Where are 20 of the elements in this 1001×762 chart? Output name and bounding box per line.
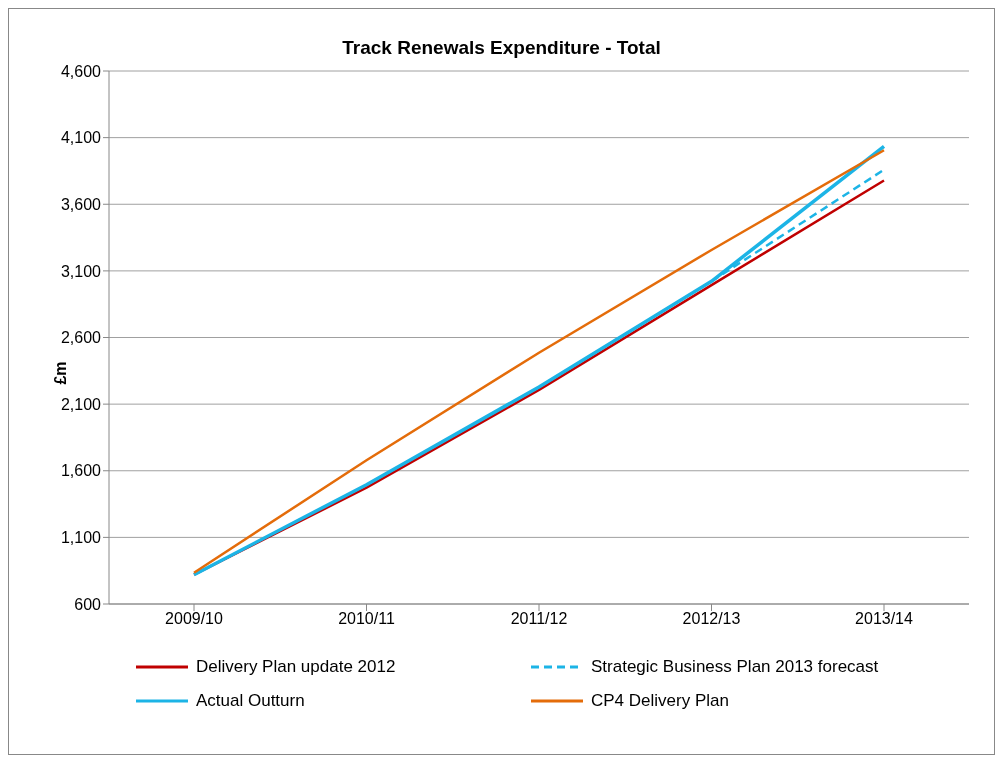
- legend-label: Delivery Plan update 2012: [196, 657, 396, 677]
- x-tick-label: 2011/12: [510, 610, 568, 628]
- y-tick-label: 4,600: [60, 62, 102, 80]
- legend-label: Strategic Business Plan 2013 forecast: [591, 657, 879, 677]
- legend-label: Actual Outturn: [196, 691, 305, 711]
- y-tick-label: 600: [74, 595, 102, 613]
- x-tick-label: 2012/13: [682, 610, 741, 628]
- y-tick-label: 2,100: [60, 395, 102, 413]
- x-tick-label: 2009/10: [165, 610, 224, 628]
- y-tick-label: 4,100: [60, 129, 102, 147]
- y-tick-label: 3,100: [60, 262, 102, 280]
- y-axis-title: £m: [51, 361, 70, 385]
- y-tick-label: 3,600: [60, 195, 102, 213]
- y-tick-label: 1,100: [60, 529, 102, 547]
- legend-label: CP4 Delivery Plan: [591, 691, 729, 711]
- x-tick-label: 2010/11: [338, 610, 395, 628]
- x-tick-label: 2013/14: [855, 610, 914, 628]
- y-tick-label: 1,600: [60, 462, 102, 480]
- y-tick-label: 2,600: [60, 329, 102, 347]
- chart-title: Track Renewals Expenditure - Total: [341, 37, 662, 59]
